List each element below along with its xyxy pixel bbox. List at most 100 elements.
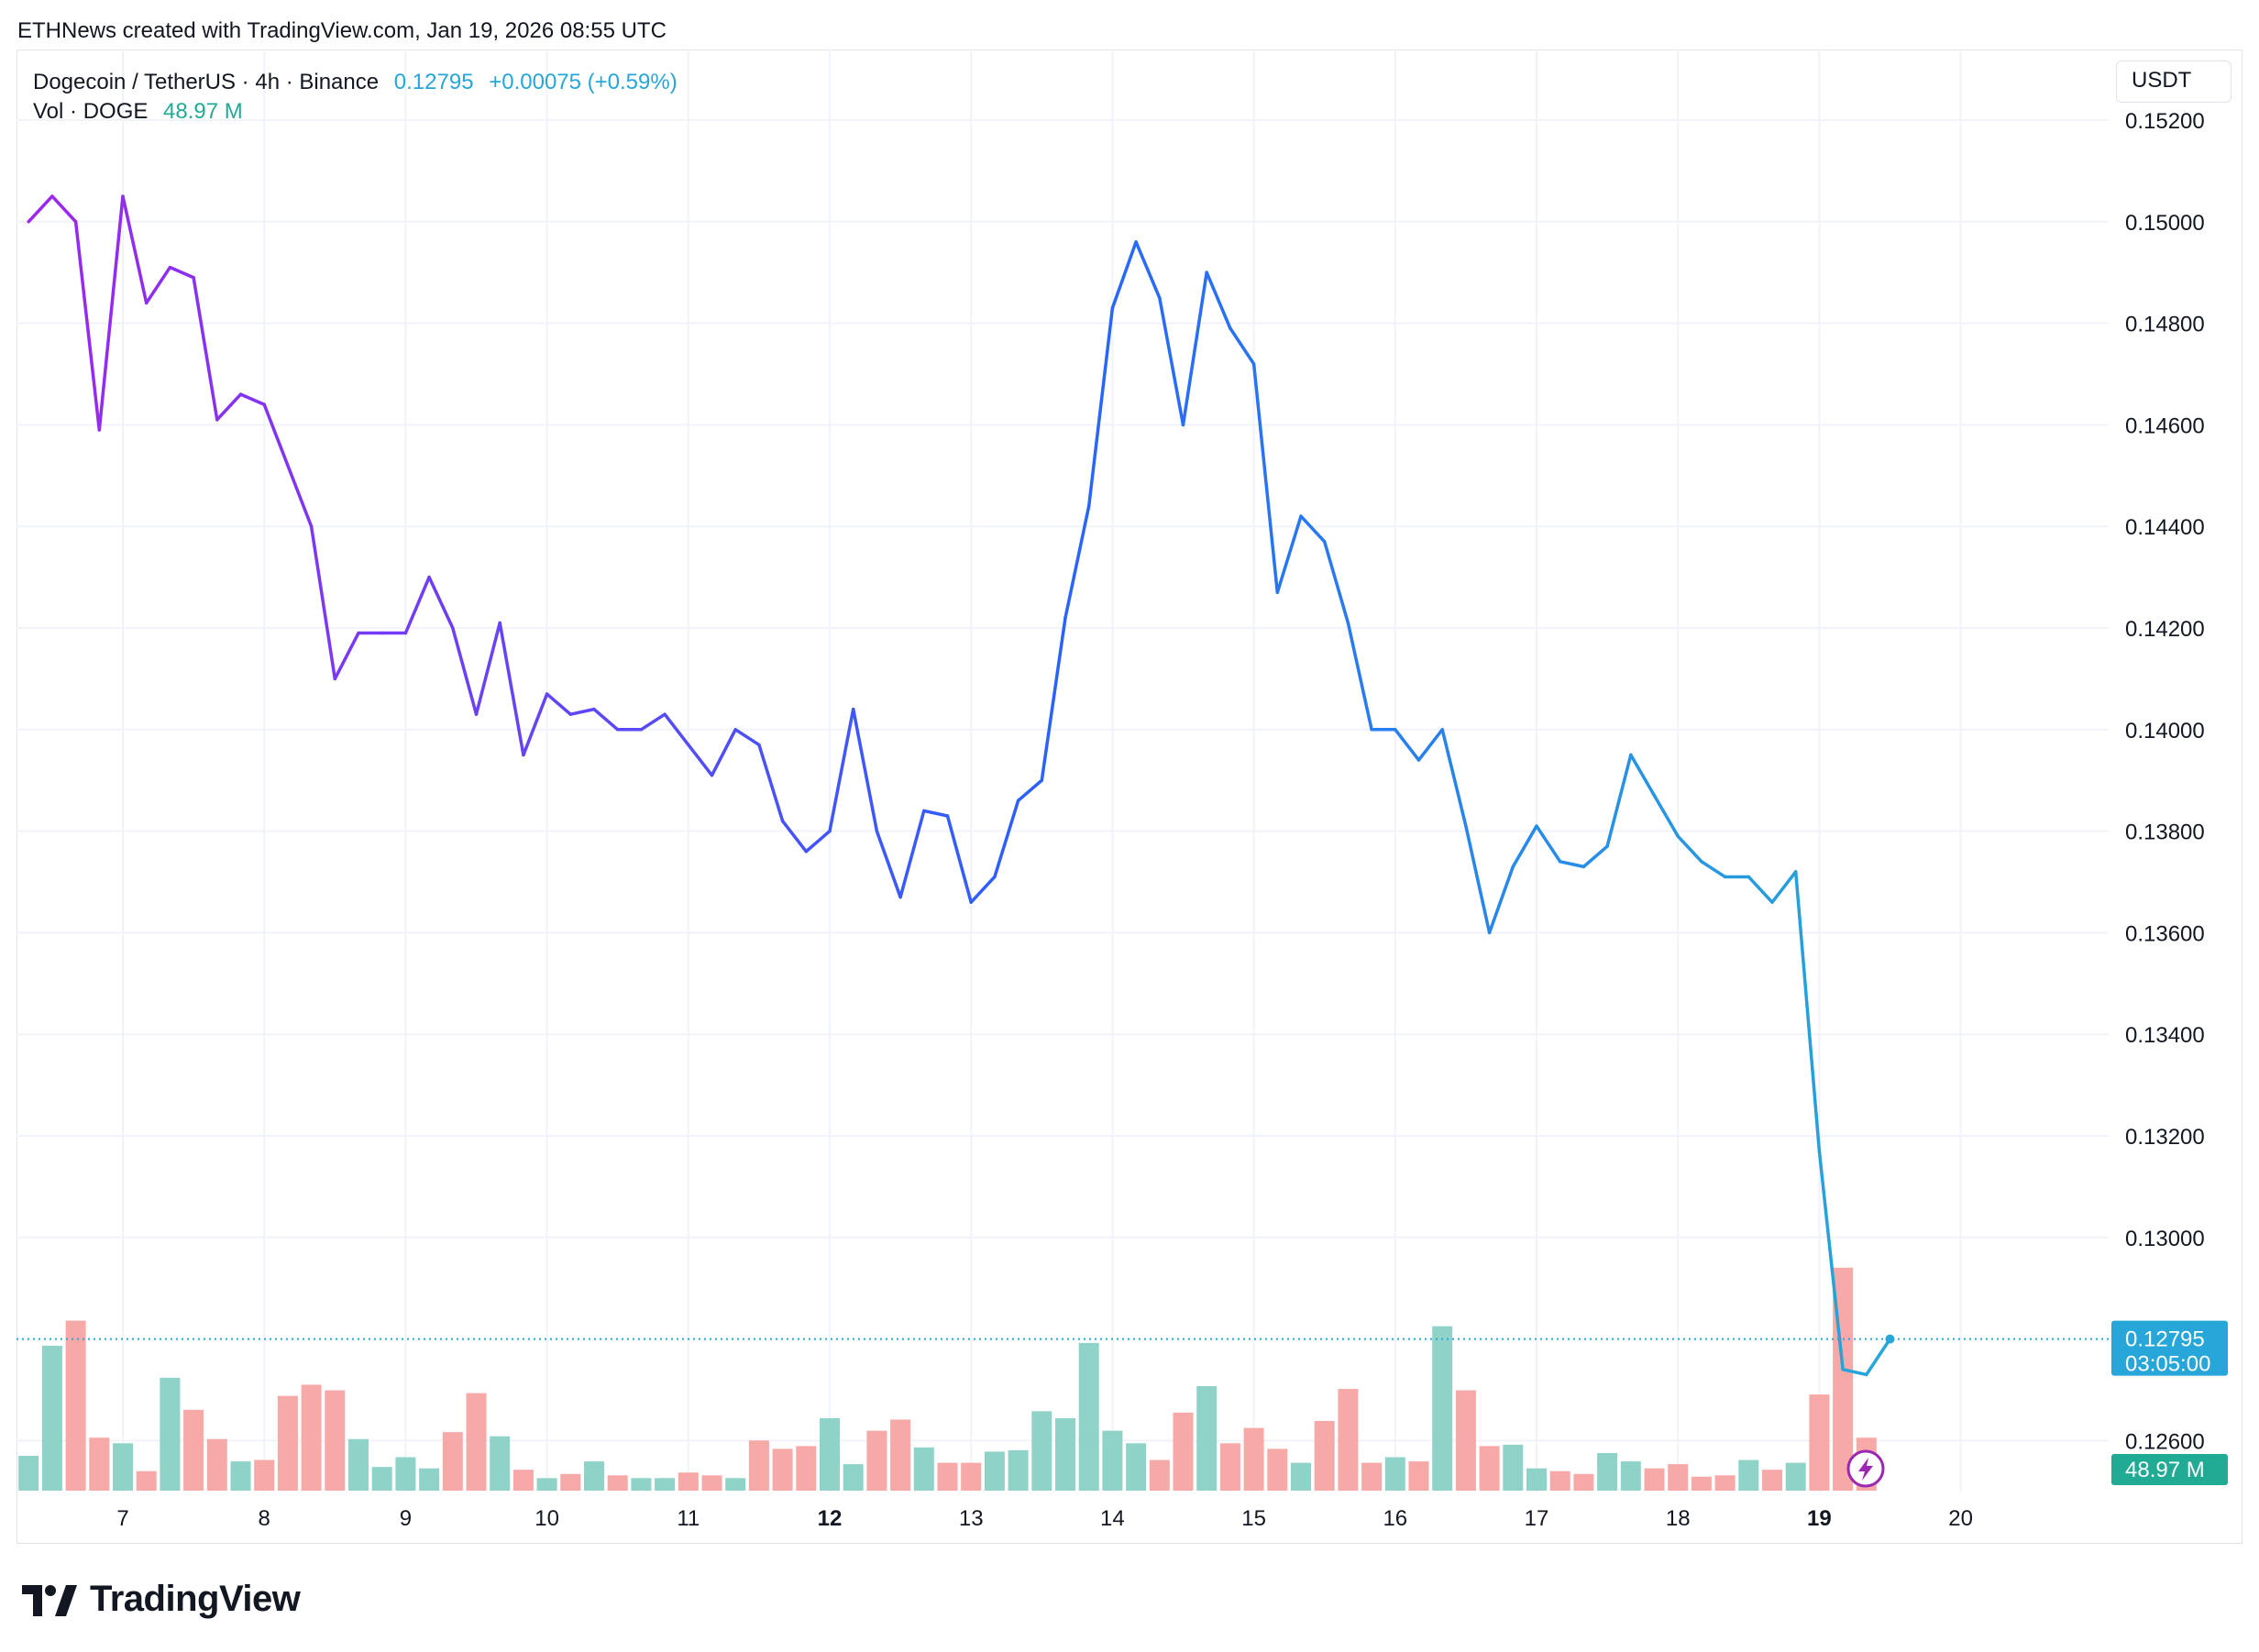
price-segment <box>1110 240 1138 310</box>
volume-legend[interactable]: Vol · DOGE 48.97 M <box>33 99 243 125</box>
volume-bar <box>843 1464 864 1491</box>
price-segment <box>1487 865 1515 935</box>
volume-bar <box>1291 1462 1311 1491</box>
price-segment <box>451 626 479 716</box>
y-tick-label: 0.13000 <box>2125 1227 2205 1251</box>
price-segment <box>1346 621 1373 732</box>
volume-bar <box>113 1443 133 1491</box>
volume-bar <box>584 1461 604 1491</box>
volume-value: 48.97 M <box>163 99 243 124</box>
price-segment <box>545 692 573 716</box>
volume-bar <box>961 1462 982 1491</box>
volume-bar <box>1408 1461 1429 1491</box>
volume-bar <box>1597 1452 1618 1491</box>
y-tick-label: 0.13200 <box>2125 1125 2205 1150</box>
price-segment <box>733 728 761 747</box>
price-segment <box>1676 834 1703 864</box>
volume-bar <box>1314 1421 1335 1491</box>
volume-bar <box>1691 1476 1712 1491</box>
brand-name: TradingView <box>90 1579 301 1619</box>
price-segment <box>1629 753 1657 798</box>
price-segment <box>1016 778 1044 803</box>
price-segment <box>1817 1149 1845 1371</box>
lightning-icon[interactable] <box>1846 1449 1885 1488</box>
price-segment <box>498 621 525 757</box>
price-segment <box>1299 514 1327 544</box>
last-price: 0.12795 <box>393 70 474 94</box>
volume-bar <box>1738 1459 1759 1491</box>
symbol-title: Dogecoin / TetherUS · 4h · Binance <box>33 70 380 94</box>
x-tick-label: 17 <box>1525 1506 1549 1531</box>
y-tick-label: 0.13600 <box>2125 921 2205 946</box>
x-tick-label: 13 <box>959 1506 984 1531</box>
price-segment <box>522 692 549 757</box>
tradingview-logo-icon <box>22 1585 77 1617</box>
volume-bar <box>1762 1470 1782 1491</box>
price-segment <box>1181 270 1208 427</box>
price-segment <box>309 524 337 681</box>
price-segment <box>1134 240 1162 300</box>
volume-bar <box>348 1438 369 1491</box>
price-segment <box>1605 753 1633 848</box>
y-tick-label: 0.13800 <box>2125 820 2205 845</box>
price-segment <box>993 798 1020 879</box>
price-segment <box>780 819 809 854</box>
volume-bar <box>1620 1461 1641 1491</box>
x-tick-label: 14 <box>1100 1506 1125 1531</box>
price-change: +0.00075 (+0.59%) <box>489 70 678 94</box>
price-segment <box>474 621 501 716</box>
price-segment <box>687 743 714 777</box>
x-tick-label: 18 <box>1666 1506 1691 1531</box>
volume-bar <box>1809 1394 1830 1491</box>
volume-bar <box>1549 1470 1570 1491</box>
volume-bar <box>1267 1448 1288 1491</box>
volume-bar <box>984 1451 1005 1491</box>
volume-bar <box>937 1462 958 1491</box>
price-tag-value: 0.12795 <box>2125 1327 2205 1352</box>
tradingview-brand[interactable]: TradingView <box>22 1579 301 1620</box>
x-tick-label: 8 <box>259 1506 270 1531</box>
volume-bar <box>1526 1468 1547 1491</box>
price-segment <box>757 743 785 823</box>
y-tick-label: 0.13400 <box>2125 1023 2205 1048</box>
price-segment <box>238 392 266 406</box>
grid-lines <box>17 50 2109 1492</box>
volume-bar <box>254 1459 275 1491</box>
price-segment <box>875 829 902 899</box>
price-segment <box>945 814 973 904</box>
volume-bar <box>1219 1443 1240 1491</box>
volume-bar <box>1644 1468 1665 1491</box>
volume-bar <box>1573 1473 1594 1491</box>
volume-bar <box>419 1468 440 1491</box>
chart-credit: ETHNews created with TradingView.com, Ja… <box>17 18 667 43</box>
price-segment <box>1652 794 1680 838</box>
volume-bar <box>1149 1459 1170 1491</box>
y-tick-label: 0.14400 <box>2125 515 2205 540</box>
price-segment <box>568 707 596 716</box>
chart-panel[interactable] <box>17 50 2242 1544</box>
x-tick-label: 15 <box>1241 1506 1266 1531</box>
volume-bar <box>820 1417 840 1491</box>
volume-bar <box>1031 1411 1052 1491</box>
price-segment <box>427 575 455 630</box>
price-segment <box>969 875 997 904</box>
x-tick-label: 10 <box>534 1506 559 1531</box>
price-segment <box>828 707 855 833</box>
price-segment <box>1322 540 1350 625</box>
volume-bar <box>277 1395 298 1491</box>
volume-bar <box>371 1467 392 1491</box>
volume-bar <box>913 1447 934 1491</box>
volume-bar <box>1055 1417 1075 1491</box>
symbol-legend[interactable]: Dogecoin / TetherUS · 4h · Binance 0.127… <box>33 70 678 95</box>
volume-title: Vol · DOGE <box>33 99 149 124</box>
price-segment <box>663 712 690 747</box>
volume-bar <box>748 1440 769 1491</box>
price-segment <box>192 275 219 422</box>
volume-bar <box>631 1478 652 1491</box>
volume-bar <box>136 1470 157 1491</box>
volume-bar <box>655 1478 676 1491</box>
price-segment <box>1865 1337 1892 1377</box>
currency-button[interactable]: USDT <box>2116 61 2231 103</box>
